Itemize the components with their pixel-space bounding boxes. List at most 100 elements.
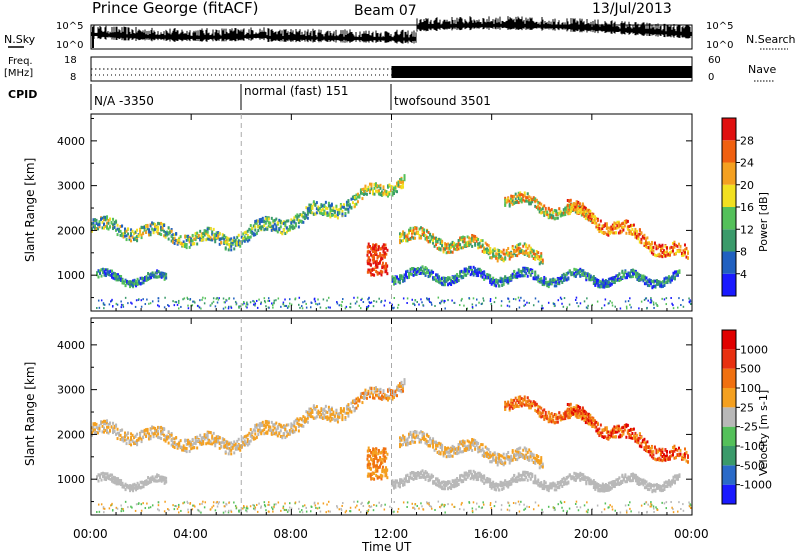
power-cell — [581, 207, 584, 211]
power-cell — [200, 235, 203, 239]
power-cell — [571, 203, 574, 207]
power-cell — [495, 252, 498, 256]
power-cell — [597, 283, 600, 287]
power-cell — [592, 220, 595, 224]
velocity-cell — [116, 437, 119, 441]
power-cell — [155, 225, 158, 229]
power-cell — [254, 219, 257, 223]
power-cell — [619, 307, 622, 310]
velocity-cell — [367, 389, 370, 393]
power-cell — [522, 195, 525, 199]
power-cell — [599, 229, 602, 233]
power-cell — [469, 273, 472, 277]
power-cell — [140, 305, 143, 308]
power-cell — [137, 234, 140, 238]
power-cell — [125, 229, 128, 233]
velocity-cell — [136, 443, 139, 447]
power-cell — [611, 304, 614, 307]
power-cell — [358, 194, 361, 198]
power-cell — [199, 299, 201, 302]
power-cell — [249, 228, 252, 232]
velocity-cell — [370, 391, 373, 395]
power-cell — [206, 227, 209, 231]
power-cell — [587, 218, 590, 222]
power-cell — [615, 278, 618, 282]
power-cell — [592, 275, 595, 279]
velocity-cell — [211, 436, 214, 440]
power-cell — [305, 302, 307, 305]
power-cell — [558, 280, 561, 284]
power-cell — [209, 238, 212, 242]
power-cell — [154, 275, 157, 279]
power-cell — [376, 263, 379, 267]
power-cell — [436, 273, 439, 277]
power-cell — [408, 231, 411, 235]
power-cell — [663, 279, 666, 283]
power-cell — [495, 284, 498, 288]
power-cell — [92, 218, 95, 222]
velocity-cell — [154, 426, 157, 430]
power-cell — [329, 215, 332, 219]
power-cell — [637, 278, 640, 282]
power-cell — [444, 307, 446, 310]
velocity-cell — [120, 479, 123, 483]
power-cell — [664, 244, 667, 248]
power-cell — [400, 181, 403, 185]
power-cell — [309, 205, 312, 209]
power-cell — [402, 239, 405, 243]
velocity-cell — [179, 439, 182, 443]
power-cell — [350, 206, 353, 210]
power-cell — [415, 227, 418, 231]
power-cell — [678, 297, 680, 300]
power-cell — [670, 296, 672, 299]
power-cell — [427, 271, 430, 275]
power-cell — [249, 230, 252, 234]
power-cell — [644, 242, 647, 246]
power-cell — [356, 300, 358, 303]
velocity-cell — [120, 481, 123, 485]
power-cell — [547, 280, 550, 284]
velocity-cell — [261, 429, 264, 433]
power-cell — [98, 306, 101, 309]
range-tick-label: 3000 — [57, 180, 85, 193]
power-cell — [571, 271, 574, 275]
velocity-cell — [361, 401, 364, 405]
velocity-cell — [130, 443, 133, 447]
power-cell — [584, 210, 587, 214]
velocity-cell — [160, 432, 163, 436]
velocity-cell — [389, 389, 392, 393]
power-cell — [121, 224, 124, 228]
power-cell — [267, 299, 269, 302]
power-cell — [518, 306, 521, 309]
velocity-cell — [151, 425, 154, 429]
velocity-cell — [287, 423, 290, 427]
power-cell — [380, 190, 383, 194]
power-cell — [673, 252, 676, 256]
power-cell — [137, 298, 140, 301]
velocity-cell — [302, 419, 305, 423]
power-cell — [284, 223, 287, 227]
power-cell — [421, 265, 424, 269]
power-cell — [439, 239, 442, 243]
power-cell — [601, 285, 604, 289]
power-cell — [97, 227, 100, 231]
power-cell — [522, 267, 525, 271]
velocity-cell — [221, 440, 224, 444]
power-cell — [355, 193, 358, 197]
power-cell — [243, 239, 246, 243]
power-cell — [362, 192, 365, 196]
velocity-cell — [287, 432, 290, 436]
velocity-cell — [260, 421, 263, 425]
velocity-cell — [140, 440, 143, 444]
power-cell — [483, 277, 486, 281]
velocity-cell — [377, 393, 380, 397]
power-cell — [677, 250, 680, 254]
power-cell — [514, 274, 517, 278]
power-cell — [629, 232, 632, 236]
power-cell — [101, 216, 104, 220]
power-cell — [500, 300, 503, 303]
power-cell — [428, 297, 430, 300]
power-cell — [489, 251, 492, 255]
velocity-cell — [275, 432, 278, 436]
velocity-cell — [139, 432, 142, 436]
